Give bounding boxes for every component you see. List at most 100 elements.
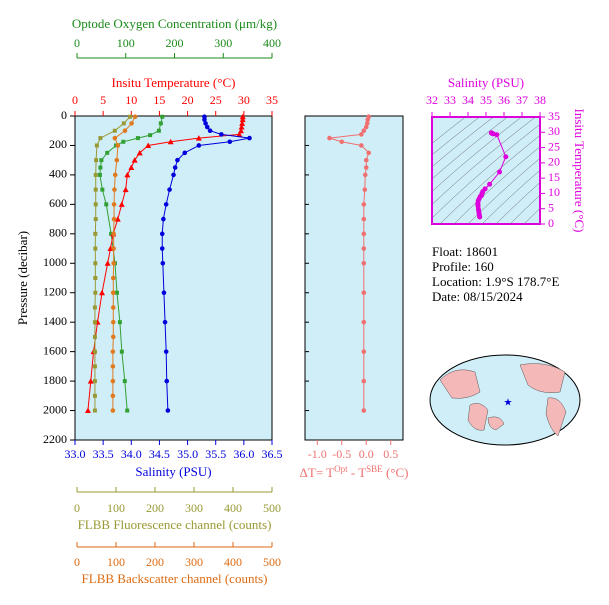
- data-point: [98, 165, 103, 170]
- data-point: [111, 246, 116, 251]
- data-point: [111, 216, 117, 222]
- data-point: [364, 121, 370, 126]
- x-axis-title: Insitu Temperature (°C): [112, 75, 236, 90]
- y-tick-label: 0: [548, 216, 554, 230]
- data-point: [361, 128, 367, 134]
- data-point: [361, 290, 367, 296]
- data-point: [359, 143, 364, 148]
- x-tick-label: 200: [146, 555, 164, 569]
- data-point: [175, 157, 180, 163]
- data-point: [145, 142, 152, 148]
- data-point: [93, 202, 98, 207]
- x-axis-title: Salinity (PSU): [135, 464, 211, 479]
- data-point: [93, 261, 98, 266]
- x-tick-label: 200: [146, 501, 164, 515]
- data-point: [92, 349, 97, 354]
- data-point: [122, 379, 127, 384]
- density-contour: [432, 117, 522, 192]
- x-axis-title-part: - T: [348, 465, 367, 480]
- x-tick-label: 34.0: [121, 447, 142, 461]
- density-contour: [432, 117, 466, 144]
- density-contour: [432, 117, 508, 180]
- y-tick-label: 1200: [43, 284, 67, 298]
- data-point: [159, 246, 165, 251]
- data-point: [84, 407, 91, 414]
- data-point: [365, 117, 371, 122]
- data-point: [362, 187, 368, 192]
- data-point: [98, 136, 103, 141]
- x-tick-label: 35: [266, 93, 278, 107]
- profile-line: [99, 116, 163, 411]
- x-tick-label: 35: [480, 93, 492, 107]
- y-tick-label: 1600: [43, 343, 67, 357]
- y-tick-label: 15: [548, 170, 560, 184]
- data-point: [172, 165, 178, 170]
- data-point: [162, 319, 168, 325]
- y-tick-label: 200: [49, 137, 67, 151]
- data-point: [163, 349, 169, 354]
- x-tick-label: 34: [462, 93, 474, 107]
- data-point: [165, 408, 171, 413]
- data-point: [99, 289, 106, 296]
- data-point: [202, 117, 207, 122]
- data-point: [105, 150, 110, 155]
- x-tick-label: 33.5: [93, 447, 114, 461]
- data-point: [94, 158, 99, 163]
- plot-area: [74, 115, 273, 441]
- svg-text:★: ★: [504, 397, 513, 408]
- data-point: [128, 114, 133, 119]
- data-point: [361, 408, 367, 413]
- data-point: [112, 135, 118, 141]
- data-point: [477, 214, 483, 220]
- float-info: Location: 1.9°S 178.7°E: [432, 274, 559, 289]
- data-point: [219, 132, 224, 137]
- y-tick-label: 1800: [43, 373, 67, 387]
- x-tick-label: 400: [263, 36, 281, 50]
- data-point: [361, 216, 367, 222]
- x-axis-title: Optode Oxygen Concentration (μm/kg): [72, 16, 277, 31]
- x-tick-label: 35.5: [205, 447, 226, 461]
- data-point: [362, 172, 368, 178]
- data-point: [164, 378, 170, 384]
- data-point: [111, 260, 116, 266]
- y-tick-label: 10: [548, 185, 560, 199]
- density-contour: [509, 194, 540, 224]
- data-point: [207, 128, 213, 134]
- density-contour: [439, 135, 540, 224]
- density-contour: [432, 117, 480, 156]
- data-point: [366, 150, 372, 156]
- data-point: [117, 320, 122, 325]
- density-contour: [523, 208, 540, 224]
- data-point: [114, 216, 121, 222]
- density-contour: [467, 157, 540, 224]
- x-tick-label: 400: [224, 501, 242, 515]
- data-point: [239, 116, 246, 123]
- data-point: [124, 171, 131, 178]
- data-point: [93, 187, 98, 192]
- data-point: [111, 202, 117, 207]
- x-axis-title: FLBB Fluorescence channel (counts): [78, 517, 272, 532]
- data-point: [92, 379, 97, 384]
- data-point: [104, 260, 111, 266]
- y-tick-label: 0: [61, 108, 67, 122]
- y-tick-label: 1400: [43, 314, 67, 328]
- x-tick-label: 20: [182, 93, 194, 107]
- data-point: [204, 124, 210, 130]
- data-point: [167, 187, 172, 192]
- data-point: [156, 128, 161, 133]
- x-tick-label: 0.0: [359, 447, 374, 461]
- data-point: [93, 172, 98, 177]
- data-point: [503, 154, 509, 160]
- data-point: [109, 231, 114, 236]
- y-tick-label: 30: [548, 124, 560, 138]
- data-point: [110, 319, 116, 325]
- float-info: Float: 18601: [432, 244, 498, 259]
- data-point: [128, 164, 135, 171]
- x-tick-label: 0.5: [383, 447, 398, 461]
- data-point: [160, 114, 165, 119]
- data-point: [361, 202, 367, 207]
- x-tick-label: 0: [74, 501, 80, 515]
- data-point: [110, 378, 116, 384]
- x-tick-label: 30: [238, 93, 250, 107]
- density-contour: [481, 169, 540, 224]
